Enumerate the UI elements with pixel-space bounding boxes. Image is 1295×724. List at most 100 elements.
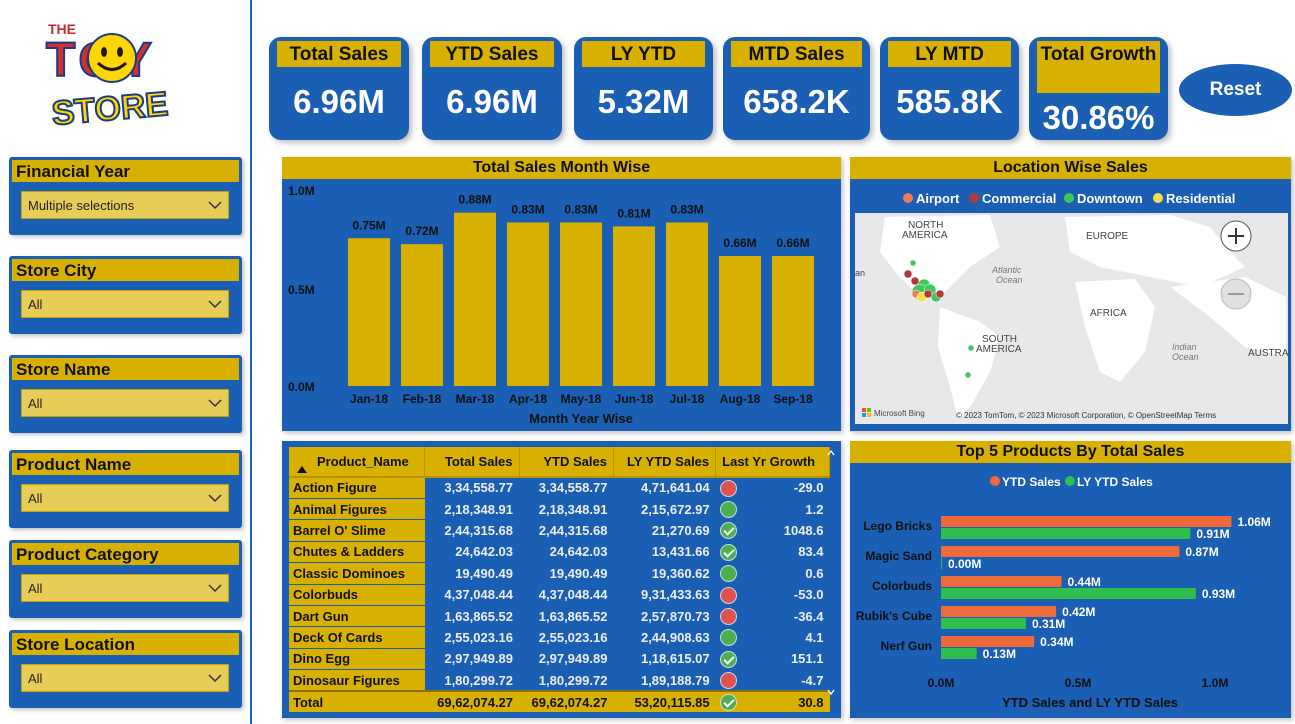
- bar-data-label: 0.83M: [564, 202, 597, 216]
- legend-residential-swatch: [1153, 193, 1163, 203]
- product-name-cell: Action Figure: [289, 477, 425, 499]
- kpi-value: 585.8K: [896, 83, 1003, 120]
- table-row[interactable]: Action Figure 3,34,558.77 3,34,558.77 4,71,…: [289, 477, 830, 499]
- kpi-value: 658.2K: [743, 83, 850, 120]
- slicer-title: Store City: [12, 259, 239, 281]
- month-bar[interactable]: [348, 238, 390, 386]
- ly-ytd-bar[interactable]: [941, 618, 1026, 629]
- table-row[interactable]: Chutes & Ladders 24,642.03 24,642.03 13,431…: [289, 541, 830, 564]
- table-row[interactable]: Dino Egg 2,97,949.89 2,97,949.89 1,18,615.0…: [289, 648, 830, 671]
- check-circle-icon: [719, 522, 737, 540]
- product-name-dropdown[interactable]: All: [21, 484, 229, 512]
- ytd-bar[interactable]: [941, 546, 1180, 557]
- month-bar[interactable]: [454, 212, 496, 386]
- total-sales-cell: 19,490.49: [424, 562, 520, 585]
- financial-year-dropdown[interactable]: Multiple selections: [21, 191, 229, 219]
- kpi-title: Total Sales: [277, 41, 401, 67]
- ytd-bar[interactable]: [941, 576, 1062, 587]
- header-product-name[interactable]: Product_Name: [289, 447, 426, 478]
- logo-the: THE: [48, 21, 76, 37]
- map-attribution[interactable]: © 2023 TomTom, © 2023 Microsoft Corporat…: [956, 411, 1216, 420]
- scroll-down-icon[interactable]: [827, 689, 835, 696]
- ly-ytd-bar[interactable]: [941, 588, 1196, 599]
- store-city-dropdown[interactable]: All: [21, 290, 229, 318]
- x-axis-title: Month Year Wise: [529, 411, 633, 426]
- table-row[interactable]: Animal Figures 2,18,348.91 2,18,348.91 2,15…: [289, 498, 830, 521]
- bar-data-label: 0.66M: [776, 236, 809, 250]
- header-total-sales[interactable]: Total Sales: [424, 447, 520, 478]
- store-marker[interactable]: [935, 289, 945, 299]
- header-ytd-sales[interactable]: YTD Sales: [519, 447, 614, 478]
- store-marker[interactable]: [910, 276, 920, 286]
- bar-data-label: 0.75M: [352, 218, 385, 232]
- bar-data-label: 0.34M: [1040, 635, 1073, 649]
- table-row[interactable]: Dart Gun 1,63,865.52 1,63,865.52 2,57,870.7…: [289, 605, 830, 628]
- month-bar[interactable]: [401, 244, 443, 386]
- month-bar[interactable]: [666, 222, 708, 386]
- total-sales-cell: 2,44,315.68: [424, 519, 520, 542]
- product-category-dropdown[interactable]: All: [21, 574, 229, 602]
- legend-ytd[interactable]: YTD Sales: [1002, 475, 1061, 489]
- ly-ytd-bar[interactable]: [941, 528, 1191, 539]
- store-marker[interactable]: [923, 289, 933, 299]
- check-circle-icon: [719, 543, 737, 561]
- legend-airport[interactable]: Airport: [916, 191, 960, 206]
- kpi-ytd-sales: YTD Sales 6.96M: [422, 37, 562, 140]
- map-title: Location Wise Sales: [850, 157, 1291, 179]
- map-label: AMERICA: [976, 344, 1022, 355]
- table-total-row[interactable]: Total 69,62,074.27 69,62,074.27 53,20,115.8…: [289, 690, 830, 714]
- legend-downtown[interactable]: Downtown: [1077, 191, 1143, 206]
- growth-cell: -29.0: [715, 477, 830, 499]
- store-markers[interactable]: [903, 259, 975, 379]
- legend-ly-ytd[interactable]: LY YTD Sales: [1077, 475, 1153, 489]
- product-table-panel: Product_Name Total Sales YTD Sales LY YT…: [282, 441, 841, 718]
- x-tick-label: Jun-18: [615, 392, 654, 406]
- growth-cell: -4.7: [715, 669, 830, 692]
- table-row[interactable]: Colorbuds 4,37,048.44 4,37,048.44 9,31,433.…: [289, 584, 830, 606]
- header-ly-ytd-sales[interactable]: LY YTD Sales: [613, 447, 717, 478]
- month-bar[interactable]: [719, 255, 761, 386]
- ly-ytd-bar[interactable]: [941, 558, 942, 569]
- legend-ytd-swatch: [990, 476, 1000, 486]
- store-marker[interactable]: [903, 269, 913, 279]
- zoom-in-button[interactable]: [1220, 220, 1252, 252]
- kpi-title: Total Growth: [1037, 41, 1160, 93]
- ytd-bar[interactable]: [941, 516, 1232, 527]
- top5-products-chart: Top 5 Products By Total Sales YTD Sales …: [850, 441, 1291, 718]
- land-masses: [880, 215, 1286, 419]
- store-marker[interactable]: [964, 371, 972, 379]
- reset-button[interactable]: Reset: [1179, 64, 1292, 116]
- category-label: Nerf Gun: [881, 639, 932, 653]
- month-bar[interactable]: [772, 255, 814, 386]
- store-marker[interactable]: [909, 259, 917, 267]
- store-name-dropdown[interactable]: All: [21, 389, 229, 417]
- month-bar[interactable]: [613, 226, 655, 386]
- product-name-cell: Classic Dominoes: [289, 562, 425, 585]
- x-tick-label: Aug-18: [720, 392, 761, 406]
- scroll-up-icon[interactable]: [827, 449, 835, 456]
- store-location-dropdown[interactable]: All: [21, 664, 229, 692]
- legend-ly-ytd-swatch: [1065, 476, 1075, 486]
- zoom-out-button[interactable]: [1220, 278, 1252, 310]
- ytd-bar[interactable]: [941, 636, 1035, 647]
- table-row[interactable]: Dinosaur Figures 1,80,299.72 1,80,299.72 1,…: [289, 669, 830, 692]
- x-tick-label: Mar-18: [456, 392, 495, 406]
- chart-title: Top 5 Products By Total Sales: [850, 441, 1291, 463]
- table-row[interactable]: Classic Dominoes 19,490.49 19,490.49 19,360…: [289, 562, 830, 585]
- legend-residential[interactable]: Residential: [1166, 191, 1235, 206]
- ytd-bar[interactable]: [941, 606, 1057, 617]
- month-bar[interactable]: [507, 222, 549, 386]
- slicer-title: Product Name: [12, 453, 239, 475]
- chevron-down-icon: [208, 494, 222, 503]
- table-row[interactable]: Barrel O' Slime 2,44,315.68 2,44,315.68 21,…: [289, 519, 830, 542]
- ly-ytd-bar[interactable]: [941, 648, 977, 659]
- legend-commercial[interactable]: Commercial: [982, 191, 1056, 206]
- table-scrollbar[interactable]: [826, 447, 836, 713]
- month-bar[interactable]: [560, 222, 602, 386]
- y-tick-label: 0.0M: [288, 380, 315, 394]
- table-row[interactable]: Deck Of Cards 2,55,023.16 2,55,023.16 2,44,…: [289, 626, 830, 649]
- header-last-yr-growth[interactable]: Last Yr Growth: [715, 447, 830, 478]
- store-marker[interactable]: [967, 344, 975, 352]
- plus-icon: [1228, 228, 1244, 244]
- slicer-store-city: Store City All: [9, 256, 242, 334]
